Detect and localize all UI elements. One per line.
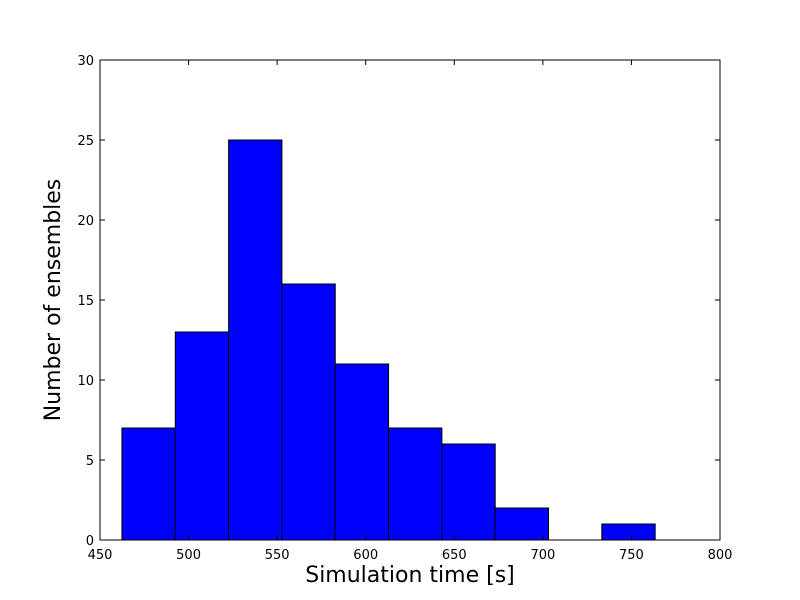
x-axis-label: Simulation time [s] (305, 563, 515, 588)
y-axis-label: Number of ensembles (41, 179, 66, 422)
y-tick-label: 25 (77, 134, 94, 149)
x-tick-label: 700 (530, 548, 555, 563)
y-tick-label: 0 (86, 534, 94, 549)
x-tick-label: 650 (442, 548, 467, 563)
y-tick-label: 20 (77, 214, 94, 229)
bar (388, 427, 443, 541)
bar (281, 283, 336, 541)
bar (441, 443, 496, 541)
y-tick-label: 10 (77, 374, 94, 389)
bar (494, 507, 550, 541)
x-tick-label: 600 (353, 548, 378, 563)
y-tick-label: 5 (86, 454, 94, 469)
x-tick-label: 450 (88, 548, 113, 563)
x-tick-label: 750 (619, 548, 644, 563)
y-tick-label: 15 (77, 294, 94, 309)
x-tick-label: 800 (708, 548, 733, 563)
bar (601, 523, 656, 541)
x-tick-label: 550 (265, 548, 290, 563)
bar (174, 331, 230, 541)
bar (121, 427, 176, 541)
bar (334, 363, 390, 541)
x-tick-label: 500 (176, 548, 201, 563)
bar (228, 139, 283, 541)
y-tick-label: 30 (77, 54, 94, 69)
